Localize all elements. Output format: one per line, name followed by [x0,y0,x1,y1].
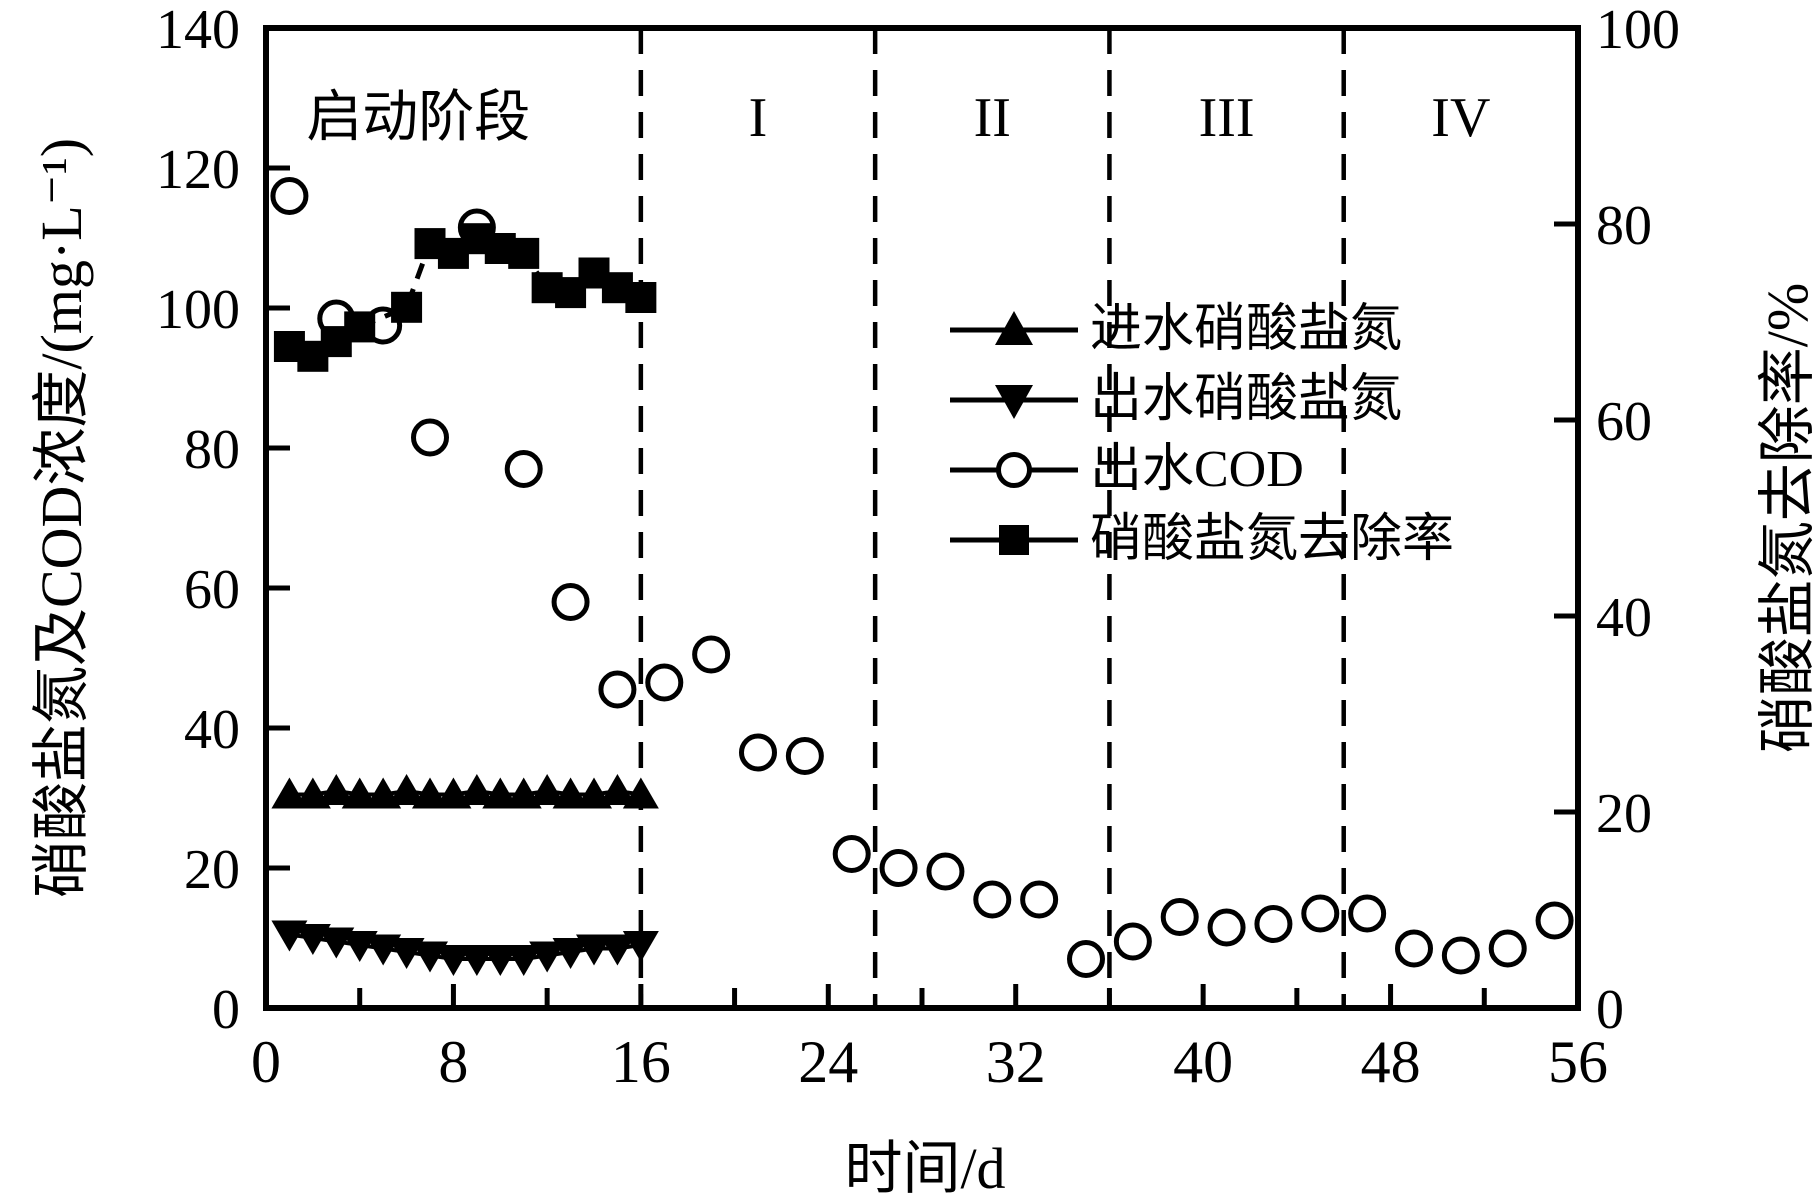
point-effluent-cod [1535,901,1574,940]
y-left-tick-label: 40 [184,699,240,761]
series-line-1 [289,932,642,961]
legend-label: 出水COD [1090,441,1304,498]
legend-item-effluent-cod: 出水COD [948,435,1454,505]
point-effluent-nitrate [529,941,566,973]
x-tick-label: 0 [251,1029,281,1095]
point-effluent-nitrate [435,945,472,976]
series-line-0 [289,788,642,797]
point-influent-nitrate [552,777,589,809]
point-effluent-nitrate [552,938,589,969]
triangle-up-icon [950,311,1078,345]
point-effluent-cod [411,418,449,457]
point-effluent-nitrate [458,945,495,976]
point-effluent-cod [692,635,731,674]
legend-label: 出水硝酸盐氮 [1090,371,1403,428]
point-removal-rate [625,282,657,313]
point-removal-rate [344,311,376,343]
point-influent-nitrate [388,774,425,805]
point-removal-rate [508,237,540,269]
point-effluent-cod [1160,898,1199,936]
y-left-tick-label: 100 [156,279,240,341]
point-effluent-cod [1207,908,1246,947]
point-effluent-cod [598,670,637,709]
point-influent-nitrate [318,774,355,805]
point-effluent-nitrate [576,934,612,966]
x-tick-label: 48 [1361,1029,1421,1095]
y-axis-right-title: 硝酸盐氮去除率/% [1755,282,1819,754]
point-removal-rate [391,291,423,323]
point-effluent-nitrate [482,945,519,976]
point-effluent-cod [1254,905,1293,943]
phase-label: 启动阶段 [306,87,530,149]
point-influent-nitrate [458,774,495,805]
y-left-tick-label: 80 [184,419,240,481]
point-effluent-cod [1488,929,1527,968]
phase-label: I [749,87,768,149]
point-effluent-cod [645,663,684,702]
point-effluent-cod [785,737,824,775]
y-left-tick-label: 0 [212,979,240,1041]
point-effluent-cod [973,880,1012,919]
legend-item-influent-nitrate: 进水硝酸盐氮 [948,295,1454,365]
y-right-tick-label: 0 [1596,979,1624,1041]
point-effluent-cod [270,177,309,215]
x-axis-title: 时间/d [844,1136,1006,1198]
x-tick-label: 24 [798,1029,858,1095]
y-right-tick-label: 20 [1596,783,1652,845]
point-influent-nitrate [271,777,308,809]
x-tick-label: 16 [611,1029,671,1095]
y-left-tick-label: 120 [156,139,240,201]
point-influent-nitrate [529,774,566,805]
phase-label: III [1199,87,1255,149]
point-effluent-cod [1067,940,1105,978]
point-influent-nitrate [341,777,378,809]
phase-label: II [974,87,1011,149]
legend-item-nitrate-removal-rate: 硝酸盐氮去除率 [948,505,1454,575]
point-effluent-cod [1301,894,1340,933]
circle-open-icon [950,452,1078,488]
legend-item-effluent-nitrate: 出水硝酸盐氮 [948,365,1454,435]
legend-label: 进水硝酸盐氮 [1090,301,1403,358]
point-effluent-cod [1395,929,1433,968]
y-right-tick-label: 60 [1596,391,1652,453]
y-left-tick-label: 20 [184,839,240,901]
x-tick-label: 40 [1173,1029,1233,1095]
plot-frame [263,25,1581,1011]
point-influent-nitrate [622,777,659,809]
point-effluent-cod [926,852,965,891]
point-effluent-cod [739,733,777,772]
point-effluent-cod [1020,880,1059,919]
legend-label: 硝酸盐氮去除率 [1090,511,1455,568]
y-left-tick-label: 140 [156,0,240,61]
y-left-tick-label: 60 [184,559,240,621]
point-effluent-nitrate [505,945,542,976]
point-effluent-cod [504,450,543,488]
point-influent-nitrate [412,777,448,809]
triangle-down-icon [950,385,1078,419]
point-influent-nitrate [599,774,636,805]
y-right-tick-label: 40 [1596,587,1652,649]
y-right-tick-label: 100 [1596,0,1680,61]
point-effluent-cod [551,583,590,621]
phase-label: IV [1431,87,1490,149]
y-right-tick-label: 80 [1596,195,1652,257]
point-influent-nitrate [482,777,519,809]
legend: 进水硝酸盐氮 出水硝酸盐氮 出水COD 硝酸盐氮去除率 [948,295,1454,575]
x-tick-label: 8 [438,1029,468,1095]
point-effluent-nitrate [599,934,636,966]
x-tick-label: 32 [986,1029,1046,1095]
point-effluent-cod [879,849,918,887]
y-axis-left-title: 硝酸盐氮及COD浓度/(mg·L⁻¹) [29,137,94,899]
point-effluent-cod [1441,936,1480,975]
x-tick-label: 56 [1548,1029,1608,1095]
point-effluent-cod [1113,922,1152,961]
point-effluent-cod [832,835,871,873]
square-icon [950,525,1078,555]
point-effluent-cod [1348,894,1387,933]
point-effluent-nitrate [622,931,659,962]
